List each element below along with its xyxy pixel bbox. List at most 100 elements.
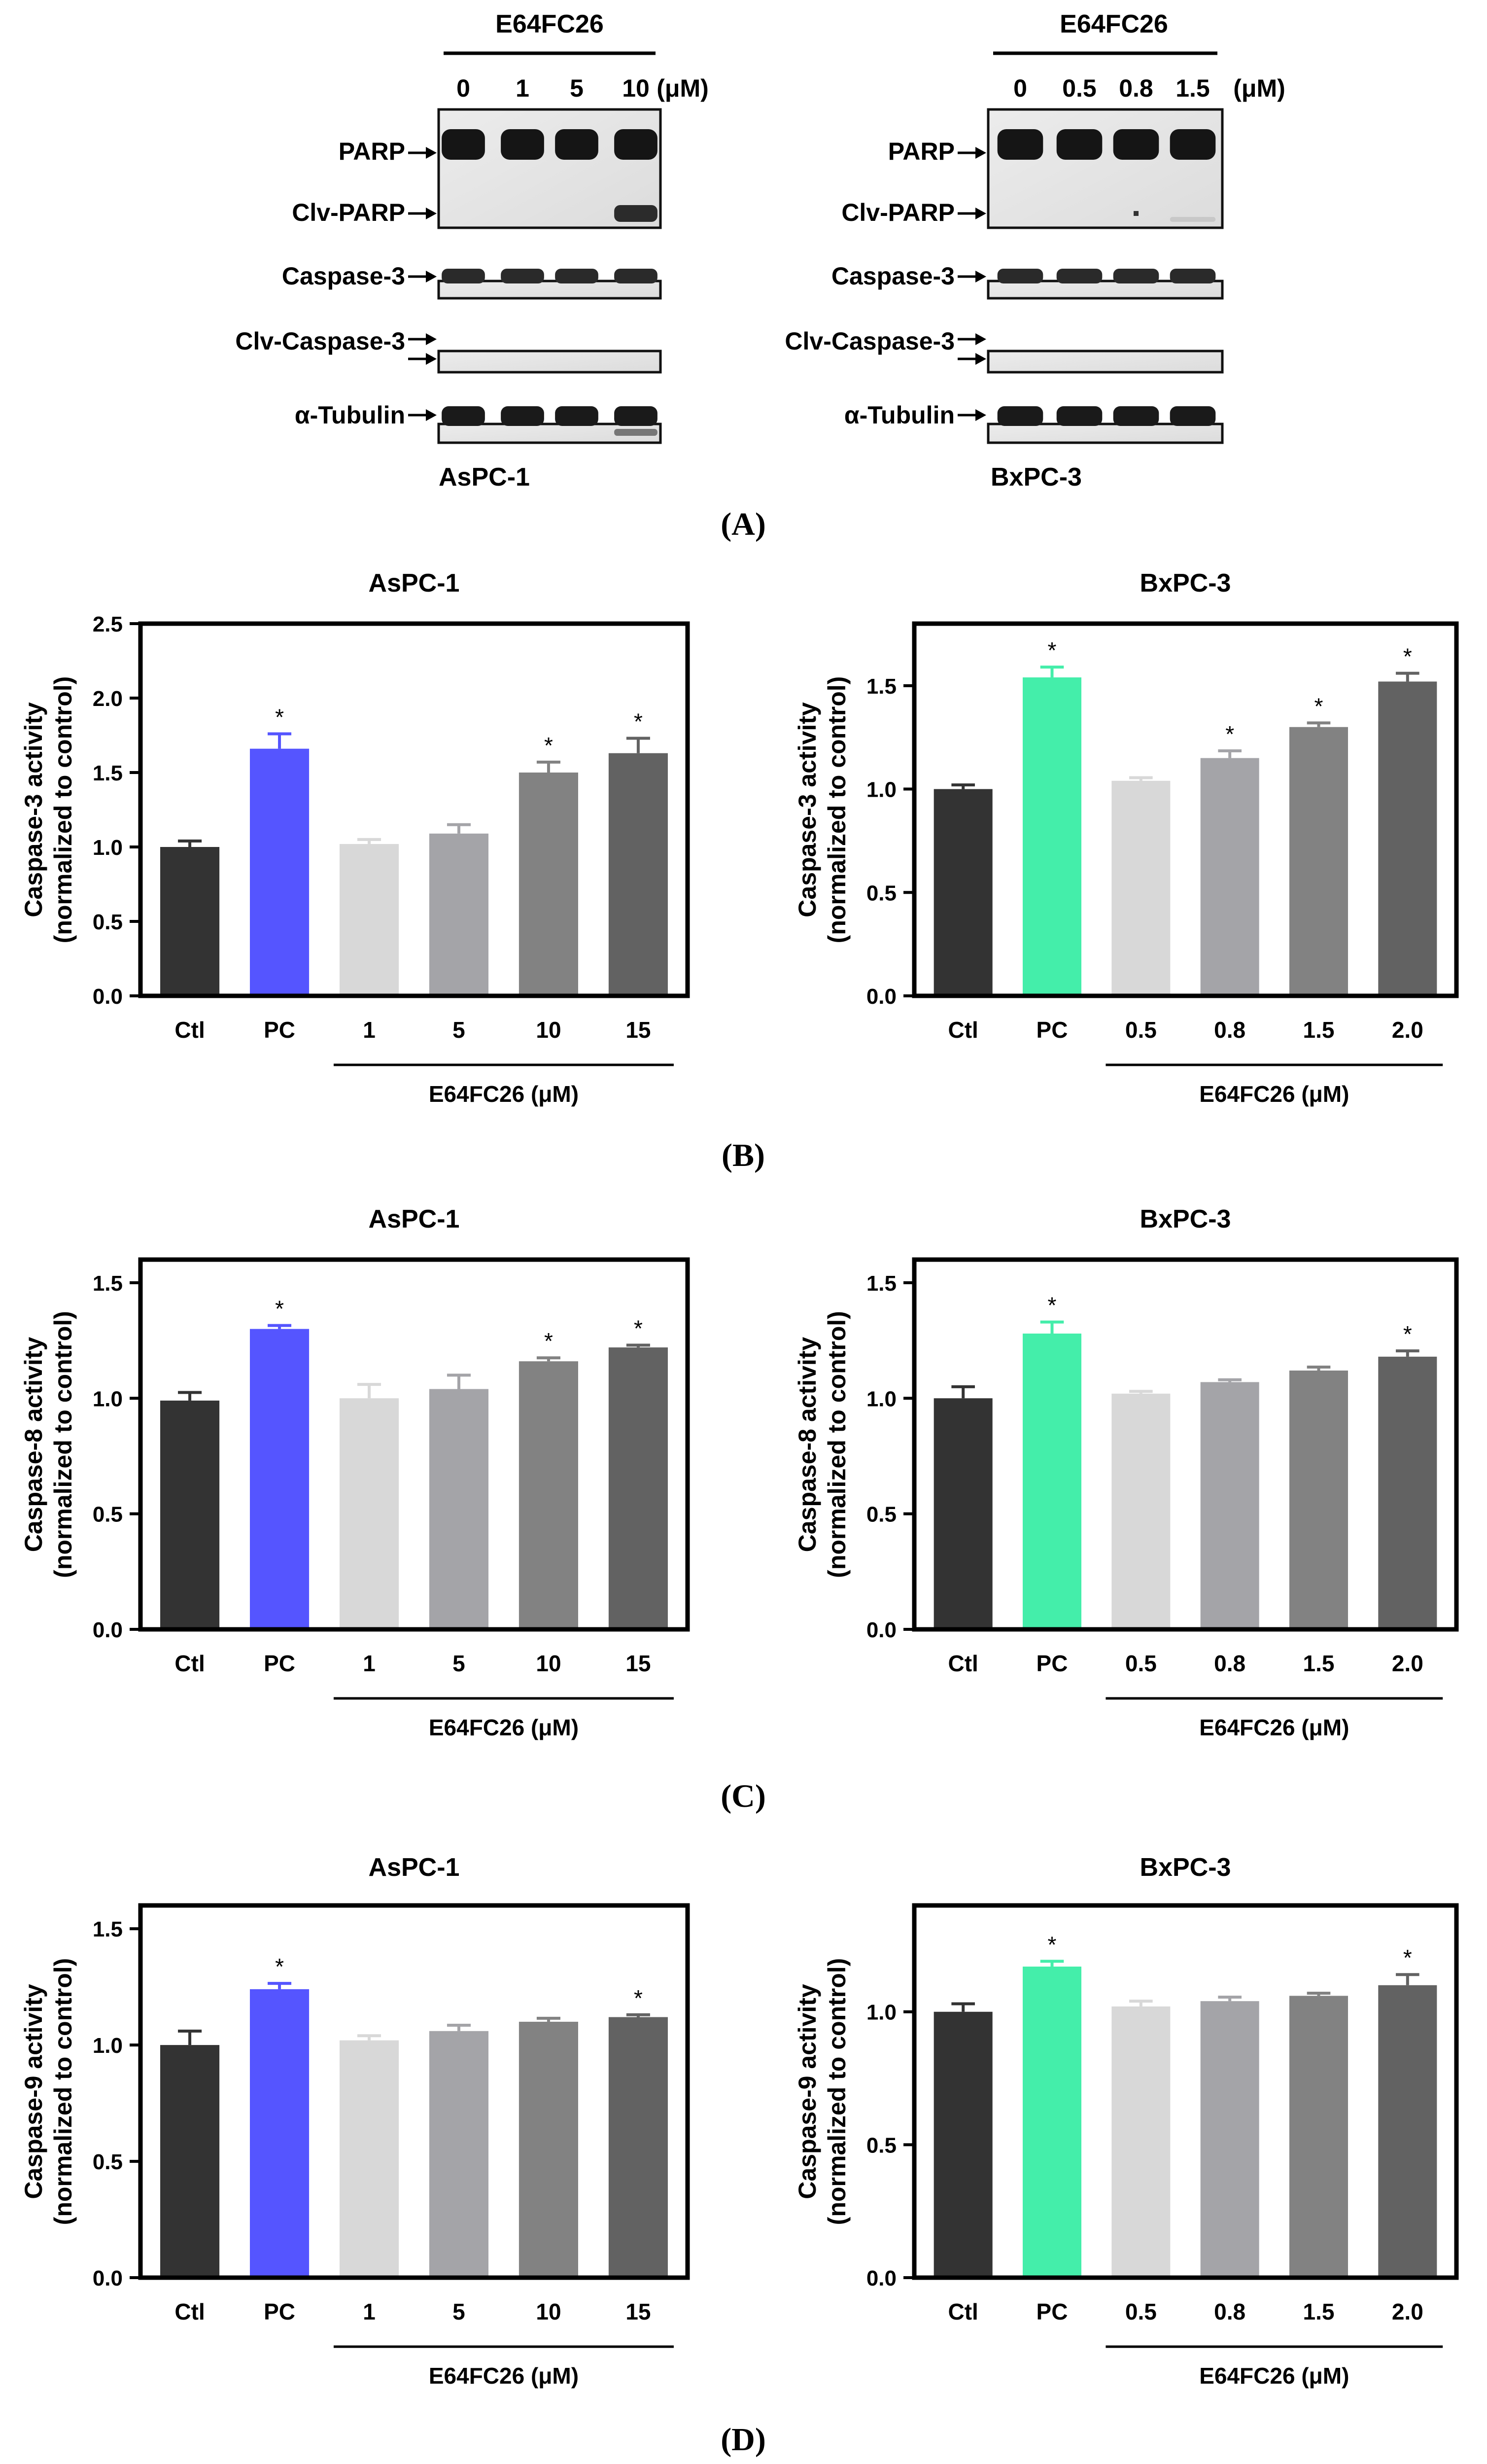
significance-star: * <box>275 1954 284 1979</box>
significance-star: * <box>1048 637 1057 663</box>
band-tubulin <box>997 406 1043 426</box>
band-tubulin <box>1113 406 1159 426</box>
bar-charts: AsPC-1 * * * 0.0 0.5 1.0 1.5 2.0 2.5 Caspase-3 act… <box>20 569 1459 2389</box>
bar <box>1111 780 1171 996</box>
band-tubulin <box>442 406 485 426</box>
bar <box>1289 727 1348 996</box>
bar <box>160 847 220 996</box>
bar <box>1378 1985 1437 2278</box>
significance-star: * <box>275 704 284 730</box>
x-tick-label: 0.5 <box>1125 2299 1157 2324</box>
bar <box>429 2031 489 2278</box>
blot-bxpc-3: E64FC26 0 0.5 0.8 1.5 (μM) PARP Clv-PARP Caspase… <box>785 10 1285 492</box>
x-tick-label: 15 <box>625 1651 651 1676</box>
x-tick-label: PC <box>1037 1017 1068 1043</box>
x-tick-label: 1 <box>363 1651 376 1676</box>
y-axis-label: (normalized to control) <box>49 1311 77 1578</box>
bar <box>250 1989 310 2278</box>
bar <box>1111 2006 1171 2278</box>
band-clv-parp-spot <box>1134 211 1139 216</box>
y-axis-label: (normalized to control) <box>823 1311 851 1578</box>
significance-star: * <box>1314 693 1323 719</box>
y-tick-label: 1.5 <box>93 1271 123 1296</box>
arrow-head <box>975 353 986 365</box>
y-tick-label: 0.5 <box>866 881 897 905</box>
bar <box>1200 1382 1259 1629</box>
y-axis-label: Caspase-3 activity <box>20 702 47 917</box>
arrow-head <box>426 271 437 282</box>
bar <box>1023 1334 1082 1629</box>
band-label-clv-parp: Clv-PARP <box>841 199 955 226</box>
y-axis-label: (normalized to control) <box>823 676 851 944</box>
unit-label: (μM) <box>657 74 709 102</box>
bar <box>1289 1996 1348 2278</box>
band-caspase-3 <box>1113 269 1159 283</box>
clv-caspase-3-blot <box>987 350 1224 374</box>
y-axis-label: (normalized to control) <box>49 1958 77 2225</box>
dose-label: 10 <box>622 74 650 102</box>
plot-frame <box>138 621 690 998</box>
y-tick-label: 0.5 <box>93 1503 123 1527</box>
x-axis-label: E64FC26 (μM) <box>429 1715 579 1740</box>
bar <box>1023 677 1082 996</box>
arrow-head <box>426 208 437 219</box>
arrow-head <box>975 333 986 345</box>
y-tick-label: 1.0 <box>93 836 123 860</box>
x-tick-label: Ctl <box>948 2299 978 2324</box>
bar <box>608 2017 668 2278</box>
bar <box>160 1400 220 1629</box>
dose-label: 1 <box>516 74 529 102</box>
dose-label: 0.8 <box>1119 74 1153 102</box>
significance-star: * <box>1403 644 1412 669</box>
x-tick-label: PC <box>264 1651 295 1676</box>
y-tick-label: 1.5 <box>93 761 123 785</box>
y-tick-label: 1.0 <box>93 1387 123 1411</box>
x-axis-label: E64FC26 (μM) <box>1199 2363 1349 2389</box>
x-tick-label: 0.8 <box>1214 2299 1245 2324</box>
x-axis-label: E64FC26 (μM) <box>1199 1081 1349 1107</box>
bar <box>608 753 668 996</box>
band-label-parp: PARP <box>888 138 955 165</box>
y-tick-label: 0.5 <box>866 2133 897 2157</box>
arrow-head <box>426 353 437 365</box>
dose-label: 0 <box>456 74 470 102</box>
significance-star: * <box>634 709 643 735</box>
x-tick-label: 0.8 <box>1214 1017 1245 1043</box>
panel-label-c: (C) <box>721 1778 766 1814</box>
y-axis-label: Caspase-8 activity <box>20 1337 47 1552</box>
bar-chart-bxpc-3-b: BxPC-3 * * * * 0.0 0.5 1.0 1.5 Caspase-3 activity… <box>794 569 1459 1107</box>
chart-title: BxPC-3 <box>1140 1853 1231 1882</box>
x-tick-label: PC <box>264 2299 295 2324</box>
x-tick-label: 1.5 <box>1303 1017 1335 1043</box>
x-tick-label: PC <box>264 1017 295 1043</box>
significance-star: * <box>1225 721 1234 747</box>
y-axis-label: Caspase-8 activity <box>794 1337 821 1552</box>
cell-line-label: BxPC-3 <box>991 463 1082 492</box>
bar <box>519 2021 578 2278</box>
band-clv-parp-faint <box>1170 217 1216 222</box>
bar-chart-aspc-1-c: AsPC-1 * * * 0.0 0.5 1.0 1.5 Caspase-8 activity(… <box>20 1205 690 1740</box>
chart-title: AsPC-1 <box>369 1853 460 1882</box>
band-tubulin <box>1056 406 1103 426</box>
significance-star: * <box>634 1315 643 1341</box>
bar <box>1378 681 1437 996</box>
unit-label: (μM) <box>1233 74 1285 102</box>
y-tick-label: 0.0 <box>93 2266 123 2290</box>
bar <box>1378 1356 1437 1629</box>
tubulin-blot <box>987 422 1224 444</box>
bar <box>1200 2001 1259 2278</box>
arrow-head <box>975 147 986 159</box>
band-caspase-3 <box>501 269 544 283</box>
band-parp <box>997 129 1043 160</box>
bar-chart-aspc-1-d: AsPC-1 * * 0.0 0.5 1.0 1.5 Caspase-9 activity (n… <box>20 1853 690 2389</box>
significance-star: * <box>544 1328 553 1354</box>
bar <box>339 1398 399 1629</box>
y-tick-label: 0.0 <box>93 1618 123 1642</box>
y-tick-label: 0.0 <box>866 2266 897 2290</box>
plot-frame <box>912 1257 1459 1632</box>
x-tick-label: PC <box>1037 1651 1068 1676</box>
bar <box>250 1329 310 1629</box>
bar <box>339 844 399 996</box>
x-tick-label: 5 <box>452 1017 465 1043</box>
band-label-caspase-3: Caspase-3 <box>831 262 955 290</box>
